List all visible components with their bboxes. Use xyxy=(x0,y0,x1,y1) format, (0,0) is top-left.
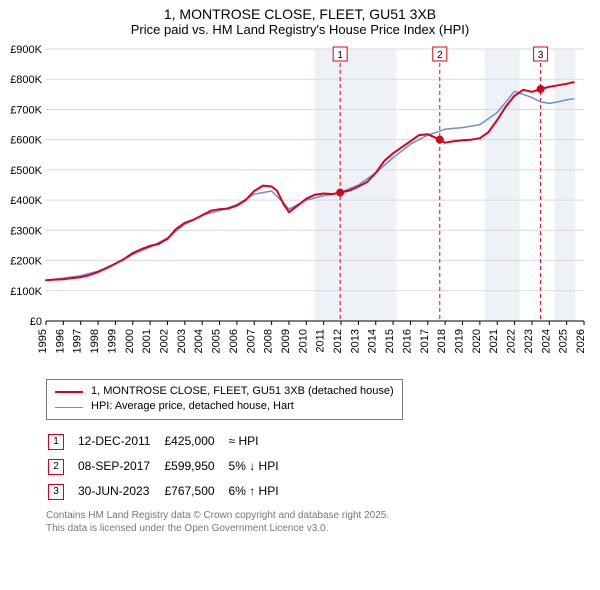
line-chart-svg: £0 £100K £200K £300K £400K £500K £600K £700K £80… xyxy=(4,43,590,373)
sale-marker-chip: 1 xyxy=(48,434,64,450)
xtick-label: 2005 xyxy=(211,329,223,353)
title-block: 1, MONTROSE CLOSE, FLEET, GU51 3XB Price… xyxy=(0,0,600,39)
sales-row: 3 30-JUN-2023£767,5006% ↑ HPI xyxy=(48,480,291,503)
xtick-label: 1998 xyxy=(89,329,101,353)
footnote: Contains HM Land Registry data © Crown c… xyxy=(46,509,590,535)
sale-delta: 6% ↑ HPI xyxy=(229,480,291,503)
sale-date: 12-DEC-2011 xyxy=(78,430,162,453)
xtick-label: 2020 xyxy=(471,329,483,353)
series-marker xyxy=(537,85,545,93)
legend-label-1: 1, MONTROSE CLOSE, FLEET, GU51 3XB (deta… xyxy=(91,384,394,399)
xtick-label: 1996 xyxy=(54,329,66,353)
ytick-label: £400K xyxy=(10,195,42,207)
xtick-label: 2013 xyxy=(349,329,361,353)
ytick-label: £300K xyxy=(10,225,42,237)
xtick-label: 2001 xyxy=(141,329,153,353)
footnote-line2: This data is licensed under the Open Gov… xyxy=(46,522,590,535)
xtick-label: 2026 xyxy=(575,329,587,353)
legend: 1, MONTROSE CLOSE, FLEET, GU51 3XB (deta… xyxy=(46,379,403,420)
legend-row-1: 1, MONTROSE CLOSE, FLEET, GU51 3XB (deta… xyxy=(55,384,394,399)
ytick-label: £900K xyxy=(10,44,42,56)
xtick-label: 2000 xyxy=(124,329,136,353)
shaded-band xyxy=(315,49,397,321)
ytick-label: £500K xyxy=(10,165,42,177)
title-subtitle: Price paid vs. HM Land Registry's House … xyxy=(4,22,596,37)
xtick-label: 2014 xyxy=(367,329,379,353)
xtick-label: 2007 xyxy=(245,329,257,353)
title-address: 1, MONTROSE CLOSE, FLEET, GU51 3XB xyxy=(4,6,596,22)
sale-marker-chip: 2 xyxy=(48,459,64,475)
sales-table: 1 12-DEC-2011£425,000≈ HPI 2 08-SEP-2017£59… xyxy=(46,428,293,505)
sale-price: £425,000 xyxy=(164,430,226,453)
sale-marker-label: 3 xyxy=(538,50,544,61)
xtick-label: 2023 xyxy=(523,329,535,353)
legend-row-2: HPI: Average price, detached house, Hart xyxy=(55,399,394,414)
sale-price: £767,500 xyxy=(164,480,226,503)
legend-swatch-2 xyxy=(55,407,83,408)
xtick-label: 2024 xyxy=(540,329,552,353)
sale-delta: 5% ↓ HPI xyxy=(229,455,291,478)
legend-label-2: HPI: Average price, detached house, Hart xyxy=(91,399,294,414)
sale-marker-chip: 3 xyxy=(48,484,64,500)
shaded-band xyxy=(485,49,520,321)
shaded-band xyxy=(554,49,575,321)
xtick-label: 2018 xyxy=(436,329,448,353)
sale-marker-label: 2 xyxy=(437,50,443,61)
sale-marker-label: 1 xyxy=(337,50,343,61)
ytick-label: £0 xyxy=(30,316,42,328)
xtick-label: 2011 xyxy=(315,329,327,353)
xtick-label: 2016 xyxy=(401,329,413,353)
xtick-label: 2010 xyxy=(297,329,309,353)
ytick-label: £700K xyxy=(10,104,42,116)
xtick-label: 1999 xyxy=(106,329,118,353)
ytick-label: £100K xyxy=(10,286,42,298)
xtick-label: 2022 xyxy=(506,329,518,353)
series-marker xyxy=(336,189,344,197)
ytick-label: £800K xyxy=(10,74,42,86)
sales-row: 2 08-SEP-2017£599,9505% ↓ HPI xyxy=(48,455,291,478)
xtick-label: 2006 xyxy=(228,329,240,353)
xtick-label: 2019 xyxy=(454,329,466,353)
ytick-label: £600K xyxy=(10,135,42,147)
footnote-line1: Contains HM Land Registry data © Crown c… xyxy=(46,509,590,522)
series-marker xyxy=(436,136,444,144)
xtick-label: 2025 xyxy=(558,329,570,353)
chart-container: 1, MONTROSE CLOSE, FLEET, GU51 3XB Price… xyxy=(0,0,600,535)
sale-price: £599,950 xyxy=(164,455,226,478)
xtick-label: 1995 xyxy=(37,329,49,353)
xtick-label: 2002 xyxy=(158,329,170,353)
sale-delta: ≈ HPI xyxy=(229,430,291,453)
xtick-label: 2003 xyxy=(176,329,188,353)
xtick-label: 2009 xyxy=(280,329,292,353)
ytick-label: £200K xyxy=(10,256,42,268)
legend-swatch-1 xyxy=(55,391,83,393)
sale-date: 30-JUN-2023 xyxy=(78,480,162,503)
sale-date: 08-SEP-2017 xyxy=(78,455,162,478)
plot-area: £0 £100K £200K £300K £400K £500K £600K £700K £80… xyxy=(4,43,590,373)
xtick-label: 2012 xyxy=(332,329,344,353)
xtick-label: 2015 xyxy=(384,329,396,353)
sales-row: 1 12-DEC-2011£425,000≈ HPI xyxy=(48,430,291,453)
xtick-label: 1997 xyxy=(72,329,84,353)
xtick-label: 2021 xyxy=(488,329,500,353)
xtick-label: 2004 xyxy=(193,329,205,353)
xtick-label: 2017 xyxy=(419,329,431,353)
xtick-label: 2008 xyxy=(263,329,275,353)
